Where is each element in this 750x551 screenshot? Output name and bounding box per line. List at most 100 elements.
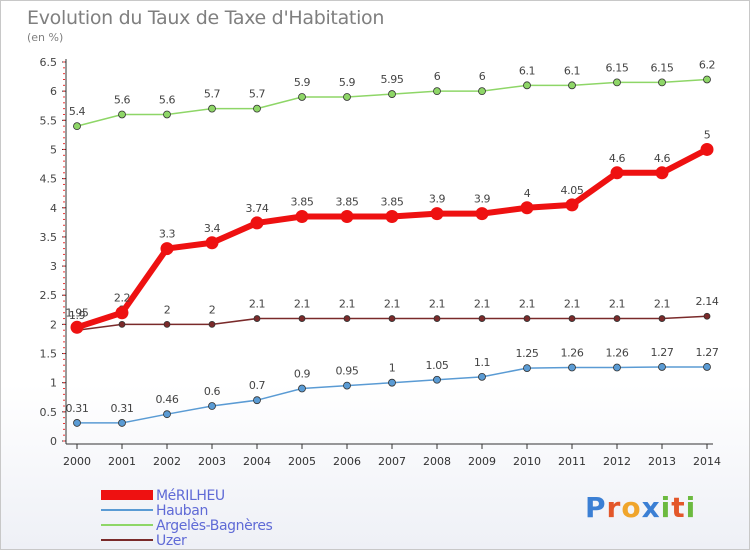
data-label-hauban: 0.95 [336,365,359,378]
data-point-argel-s-bagn-res [118,110,126,119]
y-tick-label: 3.5 [40,231,58,244]
legend-label: Hauban [156,503,208,519]
x-tick-label: 2001 [108,455,136,468]
data-label-argel-s-bagn-res: 6 [479,70,486,83]
data-point-uzer [703,312,711,320]
data-label-argel-s-bagn-res: 5.6 [114,93,131,106]
data-label-argel-s-bagn-res: 5.7 [204,88,221,101]
data-label-uzer: 2.1 [429,298,445,311]
logo-letter: P [585,491,607,524]
y-tick-label: 4.5 [40,173,58,186]
legend-label: Argelès-Bagnères [156,518,273,534]
data-label-argel-s-bagn-res: 5.95 [381,73,404,86]
data-point-argel-s-bagn-res [478,87,486,96]
data-point-hauban [388,378,396,387]
data-point-argel-s-bagn-res [568,81,576,90]
data-label-hauban: 1.27 [651,346,674,359]
data-label-uzer: 2.1 [564,298,580,311]
data-label-hauban: 1 [389,362,396,375]
data-point-hauban [568,363,576,372]
data-point-argel-s-bagn-res [73,122,81,131]
data-label-hauban: 0.9 [294,368,311,381]
x-tick-label: 2006 [333,455,361,468]
data-label-argel-s-bagn-res: 6.15 [651,61,674,74]
data-point-uzer [118,320,126,328]
x-tick-label: 2011 [558,455,586,468]
data-label-m-rilheu: 5 [704,128,711,141]
data-point-m-rilheu [205,236,219,250]
x-tick-label: 2003 [198,455,226,468]
data-point-m-rilheu [340,210,354,224]
data-point-m-rilheu [430,207,444,221]
data-point-uzer [163,320,171,328]
data-label-argel-s-bagn-res: 5.9 [339,76,356,89]
data-label-m-rilheu: 1.95 [66,306,89,319]
data-point-uzer [253,315,261,322]
data-point-argel-s-bagn-res [298,93,306,101]
y-tick-label: 2.5 [40,289,58,302]
data-point-uzer [298,315,306,322]
y-tick-label: 1 [50,377,57,390]
data-point-m-rilheu [700,142,714,156]
x-tick-label: 2007 [378,455,406,468]
data-label-argel-s-bagn-res: 5.9 [294,76,311,89]
y-tick-label: 6.5 [40,56,58,69]
data-point-uzer [343,315,351,322]
data-label-m-rilheu: 2.2 [114,292,130,305]
data-label-m-rilheu: 4 [524,187,531,200]
x-tick-label: 2002 [153,455,181,468]
legend-swatch [101,490,153,500]
data-label-uzer: 2.1 [339,298,355,311]
data-label-m-rilheu: 3.4 [204,222,221,235]
data-label-argel-s-bagn-res: 5.7 [249,88,266,101]
data-point-uzer [523,315,531,322]
data-label-m-rilheu: 3.85 [336,196,359,209]
data-label-argel-s-bagn-res: 6.15 [606,61,629,74]
data-label-hauban: 1.26 [561,347,584,360]
data-point-uzer [613,315,621,322]
data-label-m-rilheu: 3.85 [381,196,404,209]
y-tick-label: 3 [50,260,57,273]
data-point-m-rilheu [610,166,624,180]
logo-letter: o [621,491,642,524]
x-tick-label: 2005 [288,455,316,468]
data-label-hauban: 0.7 [249,379,266,392]
legend-swatch [101,539,153,541]
legend-swatch [101,524,153,526]
data-point-hauban [163,410,171,419]
data-point-m-rilheu [655,166,669,180]
data-point-argel-s-bagn-res [703,75,711,84]
logo-letter: t [671,491,686,524]
x-tick-label: 2014 [693,455,721,468]
y-tick-label: 5 [50,143,57,156]
data-point-argel-s-bagn-res [208,104,216,113]
data-point-argel-s-bagn-res [163,110,171,119]
data-point-hauban [613,363,621,372]
y-tick-label: 4 [50,202,57,215]
proxiti-logo: Proxiti [585,491,696,524]
data-point-m-rilheu [565,198,579,212]
y-tick-label: 1.5 [40,348,58,361]
logo-letter: i [660,491,672,524]
data-label-uzer: 2.1 [519,298,535,311]
data-label-hauban: 1.26 [606,347,629,360]
data-label-hauban: 0.31 [111,402,134,415]
data-point-hauban [658,363,666,371]
data-label-m-rilheu: 3.85 [291,196,314,209]
x-tick-label: 2013 [648,455,676,468]
data-label-argel-s-bagn-res: 6 [434,70,441,83]
data-point-argel-s-bagn-res [388,90,396,98]
data-label-hauban: 0.6 [204,385,221,398]
data-label-m-rilheu: 3.9 [429,193,446,206]
data-label-uzer: 2.1 [654,298,670,311]
data-point-m-rilheu [160,242,174,256]
data-point-m-rilheu [115,306,129,320]
data-point-hauban [703,363,711,371]
data-label-hauban: 0.31 [66,402,89,415]
y-tick-label: 0.5 [40,406,58,419]
data-point-hauban [208,402,216,410]
data-label-argel-s-bagn-res: 5.6 [159,93,176,106]
data-label-uzer: 1.9 [69,309,86,322]
